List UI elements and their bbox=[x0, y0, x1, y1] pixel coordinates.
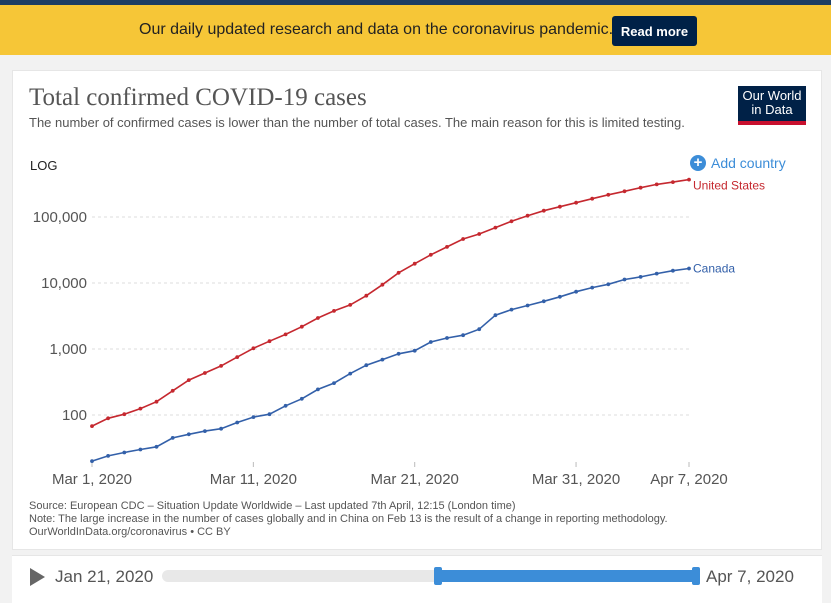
add-country-button[interactable]: + Add country bbox=[690, 154, 786, 172]
read-more-button[interactable]: Read more bbox=[612, 16, 697, 46]
logo-line-1: Our World bbox=[742, 88, 802, 103]
chart-card bbox=[12, 70, 822, 550]
credit-note: OurWorldInData.org/coronavirus • CC BY bbox=[29, 526, 231, 538]
chart-subtitle: The number of confirmed cases is lower t… bbox=[29, 115, 685, 130]
chart-notes: Source: European CDC – Situation Update … bbox=[29, 500, 668, 539]
play-icon[interactable] bbox=[30, 568, 45, 586]
plus-circle-icon: + bbox=[690, 155, 706, 171]
add-country-label: Add country bbox=[711, 155, 786, 171]
timeline-start-date: Jan 21, 2020 bbox=[55, 567, 154, 586]
chart-title: Total confirmed COVID-19 cases bbox=[29, 84, 367, 111]
methodology-note: Note: The large increase in the number o… bbox=[29, 513, 668, 525]
banner-text: Our daily updated research and data on t… bbox=[139, 21, 614, 38]
logo-line-2: in Data bbox=[751, 102, 793, 117]
timeline-end-handle[interactable] bbox=[692, 567, 700, 585]
timeline-start-handle[interactable] bbox=[434, 567, 442, 585]
owid-logo[interactable]: Our World in Data bbox=[738, 86, 806, 125]
source-note: Source: European CDC – Situation Update … bbox=[29, 500, 516, 512]
timeline-selected-range[interactable] bbox=[438, 570, 696, 582]
timeline-end-date: Apr 7, 2020 bbox=[706, 567, 794, 586]
announcement-banner: Our daily updated research and data on t… bbox=[0, 0, 831, 55]
log-scale-toggle[interactable]: LOG bbox=[30, 158, 58, 173]
